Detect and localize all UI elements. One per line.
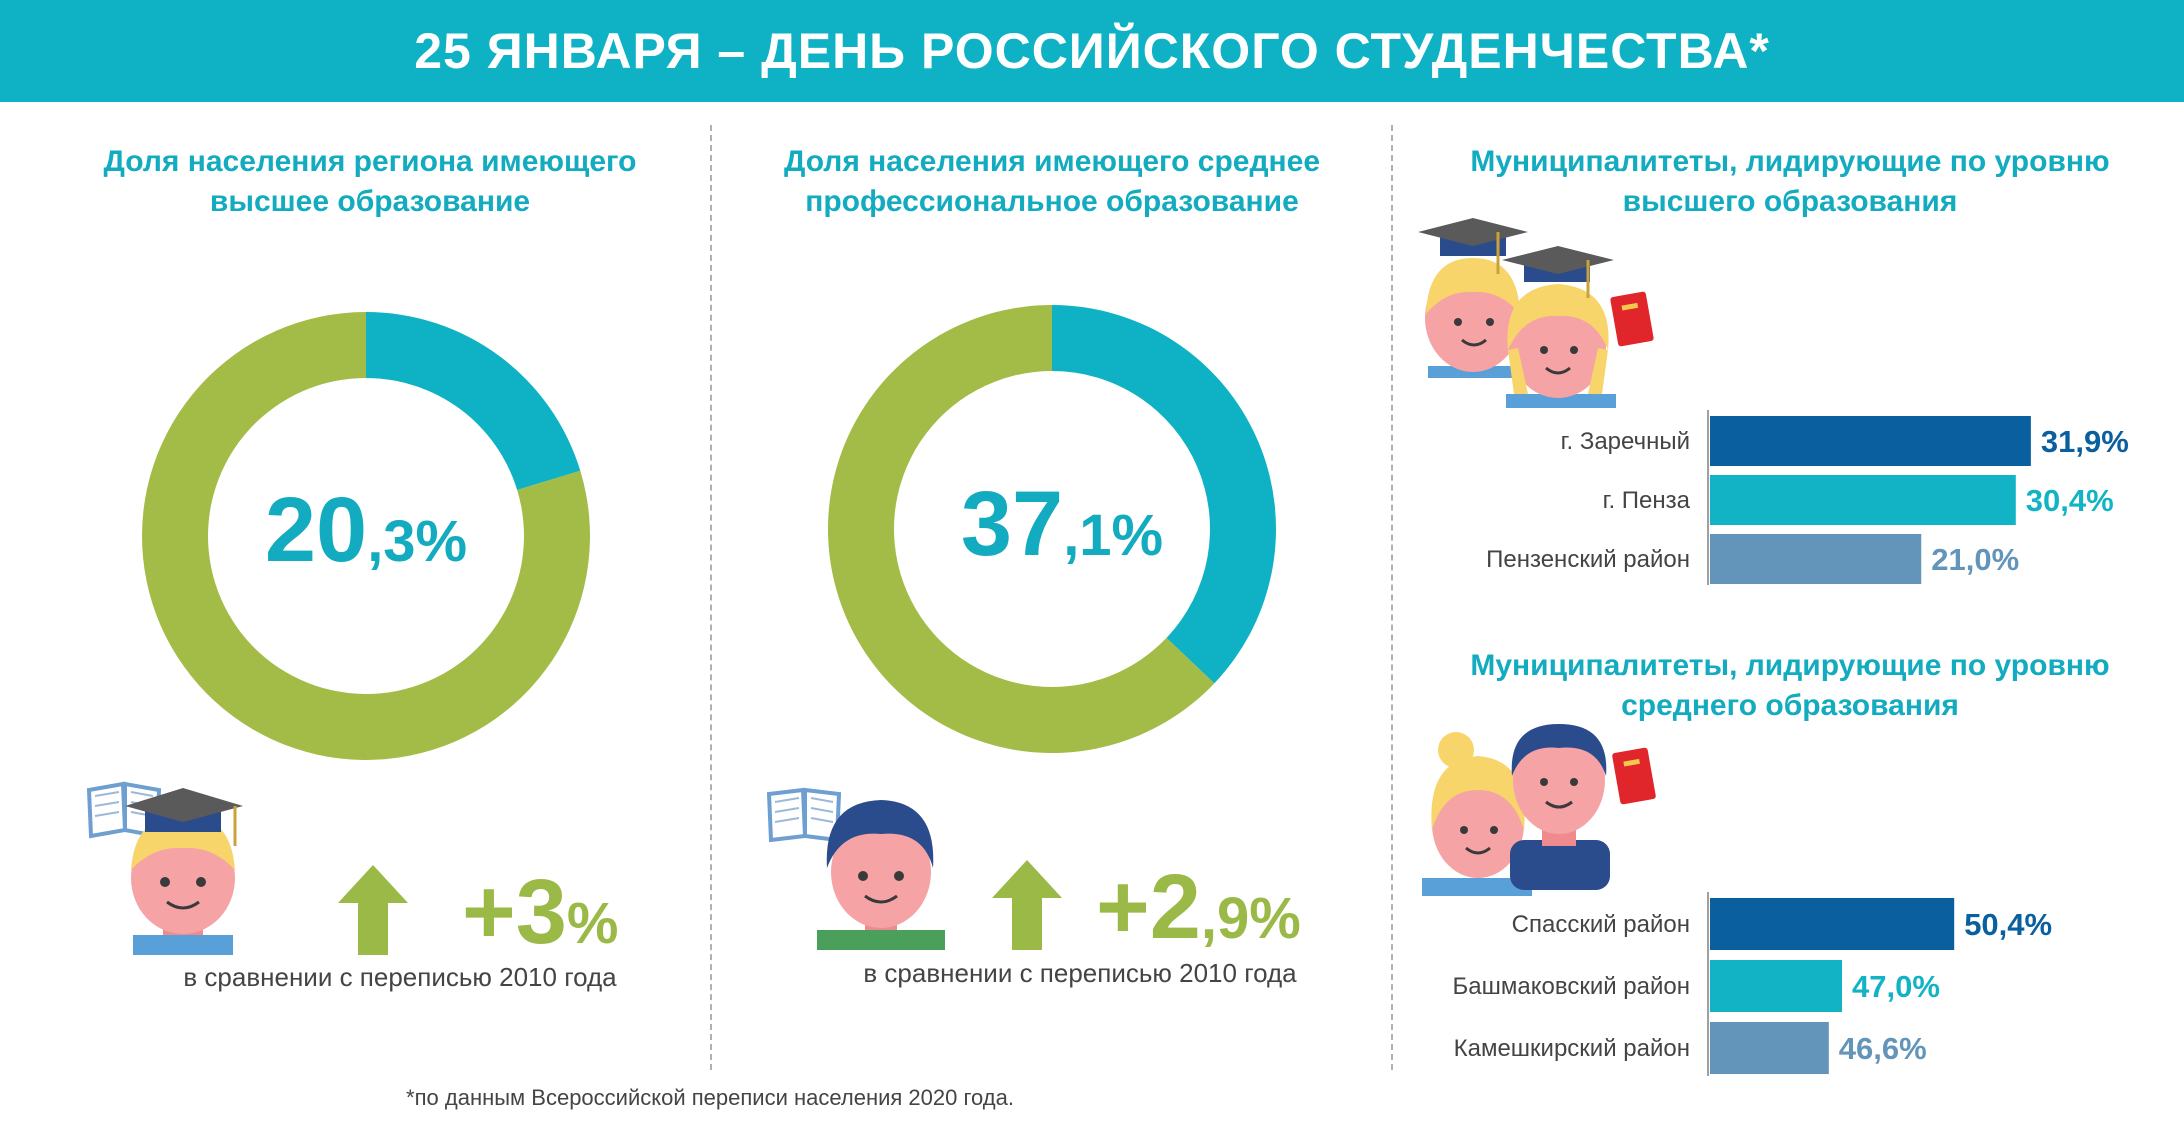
panel-2-percentage-frac: ,1% (1063, 503, 1164, 568)
graduates-illustration (1418, 218, 1654, 408)
bar-chart-2-bar-1 (1710, 960, 1842, 1012)
bar-chart-1-bar-1 (1710, 475, 2016, 525)
bar-chart-2-value-label-0: 50,4% (1964, 907, 2052, 942)
page-title: 25 ЯНВАРЯ – ДЕНЬ РОССИЙСКОГО СТУДЕНЧЕСТВ… (414, 23, 1770, 79)
panel-1-percentage: 20,3% (166, 478, 566, 583)
panel-2-title: Доля населения имеющего среднее професси… (783, 145, 1321, 218)
panel-2-change-frac: ,9% (1200, 886, 1301, 951)
student-girl (1422, 732, 1532, 896)
panel-2-caption: в сравнении с переписью 2010 года (863, 958, 1297, 988)
panel-2-percentage: 37,1% (862, 472, 1262, 577)
panel-1-caption: в сравнении с переписью 2010 года (183, 962, 617, 992)
panel-1-change-int: +3 (462, 861, 567, 963)
footnote: *по данным Всероссийской переписи населе… (406, 1085, 1014, 1110)
header-banner (0, 0, 2184, 102)
bar-chart-1-category-label-1: г. Пенза (1603, 487, 1691, 514)
donut-1-slice-0 (366, 312, 581, 491)
donut-2-slice-1 (828, 305, 1215, 753)
student-head (817, 800, 945, 950)
panel-1-percentage-int: 20 (264, 479, 368, 581)
student-boy (1510, 724, 1610, 890)
panel-2-change: +2,9% (1096, 855, 1301, 960)
bar-chart-2-bar-0 (1710, 898, 1955, 950)
divider-left (710, 125, 712, 1070)
graduate-with-book-illustration (86, 781, 243, 955)
up-arrow-icon (338, 865, 408, 955)
bar-chart-2-bar-2 (1710, 1022, 1829, 1074)
bar-chart-1-value-label-1: 30,4% (2026, 483, 2114, 518)
bar-chart-1-category-label-2: Пензенский район (1486, 546, 1690, 573)
mortarboard-cap-icon (125, 788, 243, 846)
red-book-icon (1610, 291, 1654, 347)
donut-chart-higher-education (142, 312, 590, 760)
higher-education-leaders-title: Муниципалитеты, лидирующие по уровню выс… (1470, 145, 2110, 218)
donut-1-slice-1 (142, 312, 590, 760)
panel-2-percentage-int: 37 (960, 473, 1064, 575)
red-book-icon (1612, 747, 1656, 805)
up-arrow-icon (992, 860, 1062, 950)
donut-chart-secondary-education (828, 305, 1276, 753)
students-illustration (1422, 724, 1656, 896)
graduate-right (1502, 246, 1616, 408)
bar-chart-1-value-label-2: 21,0% (1931, 542, 2019, 577)
bar-chart-2-category-label-0: Спасский район (1512, 911, 1690, 938)
panel-1-title: Доля населения региона имеющего высшее о… (103, 145, 637, 218)
graduate-left (1418, 218, 1528, 378)
bar-chart-2-value-label-1: 47,0% (1852, 969, 1940, 1004)
panel-1-change-frac: % (566, 891, 619, 956)
student-with-book-illustration (766, 787, 945, 950)
bar-chart-1-value-label-0: 31,9% (2041, 424, 2129, 459)
bar-chart-1-bar-2 (1710, 534, 1922, 584)
bar-chart-2-category-label-2: Камешкирский район (1454, 1035, 1690, 1062)
donut-2-slice-0 (1052, 305, 1276, 684)
open-book-icon (766, 787, 842, 843)
bar-chart-2-category-label-1: Башмаковский район (1453, 973, 1690, 1000)
panel-2-change-int: +2 (1096, 856, 1201, 958)
panel-1-percentage-frac: ,3% (367, 509, 468, 574)
bar-chart-1-bar-0 (1710, 416, 2031, 466)
bar-chart-2-value-label-2: 46,6% (1839, 1031, 1927, 1066)
secondary-education-leaders-title: Муниципалитеты, лидирующие по уровню сре… (1470, 649, 2110, 722)
divider-right (1391, 125, 1393, 1070)
bar-chart-1-category-label-0: г. Заречный (1561, 428, 1690, 455)
panel-1-change: +3% (462, 860, 618, 965)
